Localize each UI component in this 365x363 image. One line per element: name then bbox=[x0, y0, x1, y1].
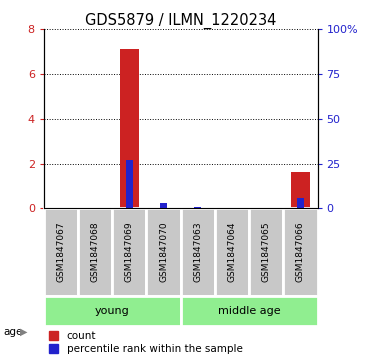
Bar bbox=[78, 208, 112, 296]
Title: GDS5879 / ILMN_1220234: GDS5879 / ILMN_1220234 bbox=[85, 13, 276, 29]
Bar bbox=[160, 203, 167, 208]
Text: GSM1847069: GSM1847069 bbox=[125, 222, 134, 282]
Bar bbox=[181, 296, 318, 326]
Text: GSM1847068: GSM1847068 bbox=[91, 222, 100, 282]
Legend: count, percentile rank within the sample: count, percentile rank within the sample bbox=[49, 331, 243, 354]
Text: GSM1847067: GSM1847067 bbox=[57, 222, 65, 282]
Bar bbox=[291, 172, 310, 208]
Bar bbox=[126, 160, 133, 208]
Text: GSM1847066: GSM1847066 bbox=[296, 222, 305, 282]
Bar bbox=[249, 208, 283, 296]
Bar bbox=[112, 208, 146, 296]
Text: GSM1847064: GSM1847064 bbox=[227, 222, 237, 282]
Text: ▶: ▶ bbox=[20, 327, 28, 337]
Text: young: young bbox=[95, 306, 130, 316]
Bar bbox=[283, 208, 318, 296]
Text: GSM1847063: GSM1847063 bbox=[193, 222, 202, 282]
Text: age: age bbox=[4, 327, 23, 337]
Text: middle age: middle age bbox=[218, 306, 280, 316]
Text: GSM1847070: GSM1847070 bbox=[159, 222, 168, 282]
Bar bbox=[297, 197, 304, 208]
Bar bbox=[146, 208, 181, 296]
Text: GSM1847065: GSM1847065 bbox=[262, 222, 271, 282]
Bar bbox=[215, 208, 249, 296]
Bar bbox=[44, 296, 181, 326]
Bar bbox=[120, 49, 139, 208]
Bar bbox=[181, 208, 215, 296]
Bar bbox=[44, 208, 78, 296]
Bar bbox=[195, 207, 201, 208]
